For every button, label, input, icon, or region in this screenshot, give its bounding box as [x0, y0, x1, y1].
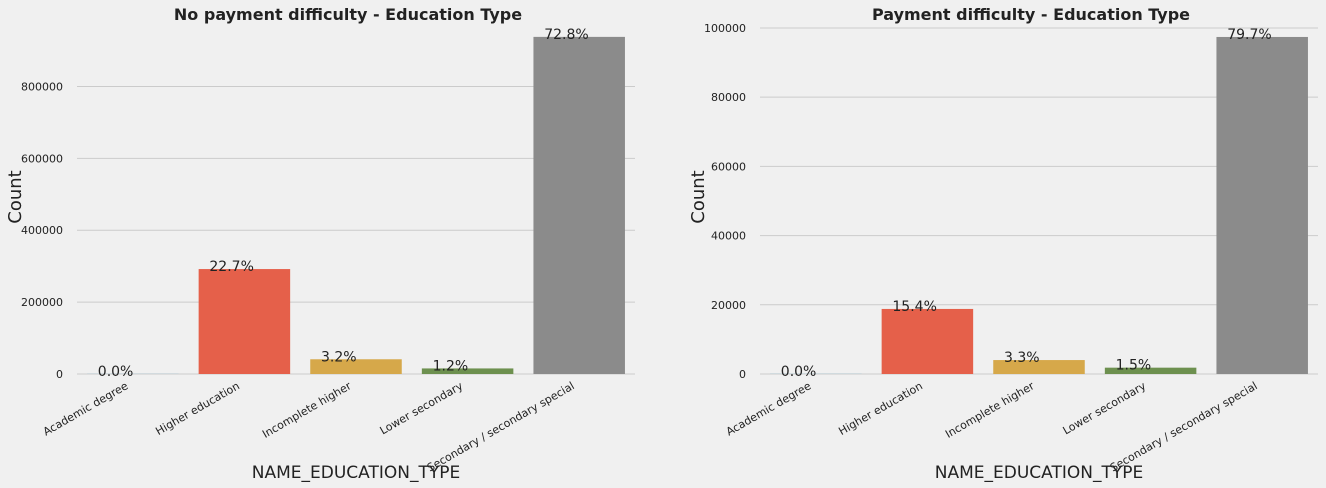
bar-label: 0.0% [781, 364, 817, 380]
chart-title: No payment difficulty - Education Type [174, 5, 522, 24]
bar-label: 79.7% [1227, 27, 1271, 43]
y-tick-label: 600000 [21, 152, 63, 165]
x-tick-label: Higher education [836, 379, 924, 438]
bar-label: 3.3% [1004, 350, 1040, 366]
bar-label: 0.0% [98, 364, 134, 380]
x-tick-label: Lower secondary [1061, 379, 1149, 437]
x-tick-label: Academic degree [41, 379, 131, 438]
x-axis-label: NAME_EDUCATION_TYPE [252, 463, 460, 483]
y-tick-label: 20000 [711, 299, 746, 312]
y-tick-label: 400000 [21, 224, 63, 237]
x-tick-label: Lower secondary [378, 379, 466, 437]
y-tick-label: 40000 [711, 230, 746, 243]
bar [198, 269, 291, 374]
y-axis-label: Count [688, 170, 709, 223]
bar-label: 1.2% [433, 358, 469, 374]
bar [993, 360, 1085, 374]
bar-label: 72.8% [544, 27, 588, 43]
y-tick-label: 100000 [704, 22, 746, 35]
bar [310, 359, 402, 374]
y-tick-label: 0 [739, 368, 746, 381]
bar [881, 308, 974, 374]
bar [1216, 36, 1308, 374]
bar [421, 368, 514, 374]
y-tick-label: 60000 [711, 160, 746, 173]
x-tick-label: Incomplete higher [943, 379, 1037, 441]
bar [533, 36, 625, 375]
y-tick-label: 80000 [711, 91, 746, 104]
x-tick-label: Academic degree [724, 379, 814, 438]
bar [1104, 367, 1197, 374]
y-tick-label: 0 [56, 368, 63, 381]
x-axis-label: NAME_EDUCATION_TYPE [935, 463, 1143, 483]
y-tick-label: 200000 [21, 296, 63, 309]
bar-label: 1.5% [1116, 358, 1152, 374]
y-axis-label: Count [5, 170, 26, 223]
bar-label: 22.7% [209, 259, 253, 275]
x-tick-label: Higher education [153, 379, 241, 438]
chart-title: Payment difficulty - Education Type [872, 5, 1190, 24]
y-tick-label: 800000 [21, 80, 63, 93]
bar-label: 15.4% [892, 299, 936, 315]
bar-label: 3.2% [321, 349, 357, 365]
x-tick-label: Incomplete higher [260, 379, 354, 441]
